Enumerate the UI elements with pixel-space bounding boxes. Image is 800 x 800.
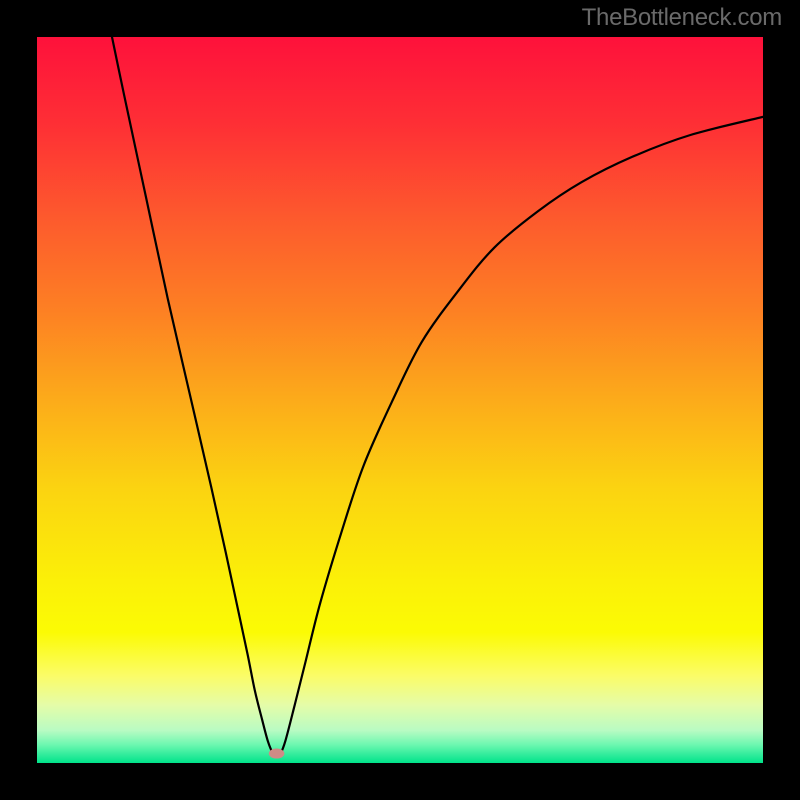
- watermark-text: TheBottleneck.com: [582, 4, 782, 32]
- chart-svg: [37, 37, 763, 763]
- chart-background: [37, 37, 763, 763]
- chart-plot-area: [37, 37, 763, 763]
- minimum-marker: [269, 749, 285, 759]
